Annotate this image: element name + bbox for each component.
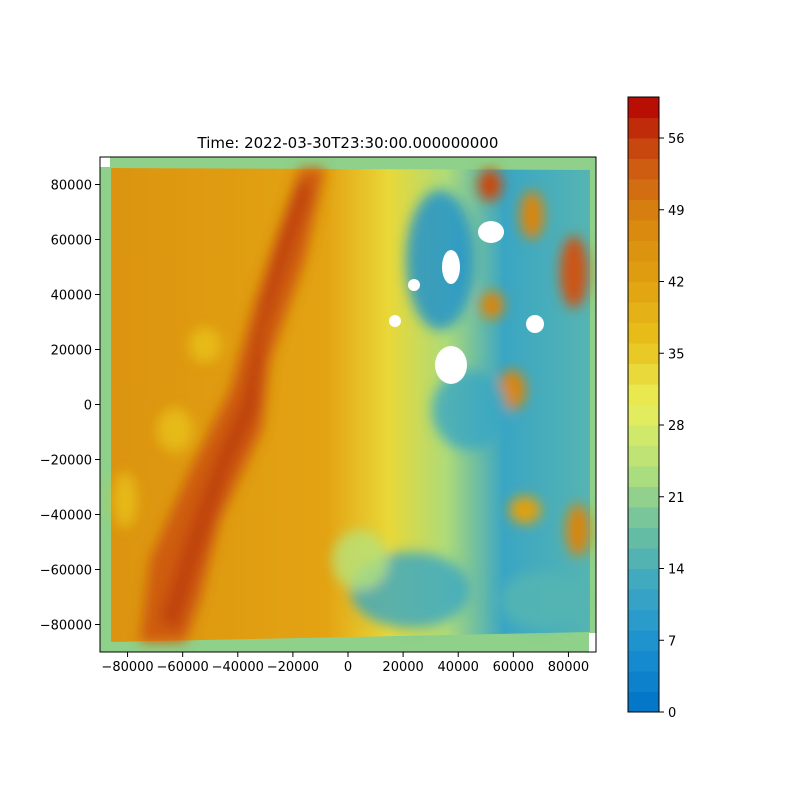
colorbar-tick-label: 28	[668, 419, 685, 434]
colorbar-band	[628, 220, 659, 241]
colorbar-band	[628, 486, 659, 508]
colorbar-band	[628, 466, 659, 487]
cell-ne-3	[560, 236, 588, 308]
colorbar-band	[628, 691, 659, 713]
x-tick-label: −20000	[267, 660, 319, 675]
y-tick-label: −60000	[40, 564, 92, 579]
y-tick-label: 20000	[51, 344, 92, 359]
cell-se-1	[509, 496, 541, 524]
y-tick-label: −40000	[40, 509, 92, 524]
colorbar-band	[628, 343, 659, 364]
missing-data	[100, 157, 596, 652]
y-tick-label: 80000	[51, 179, 92, 194]
low-zone-2	[432, 370, 508, 450]
colorbar-band	[628, 117, 659, 139]
x-tick-label: 20000	[382, 660, 423, 675]
cell-se-2	[566, 504, 590, 556]
y-tick-label: 60000	[51, 234, 92, 249]
colorbar-band	[628, 425, 659, 446]
colorbar-band	[628, 445, 659, 467]
band-west-core	[160, 180, 312, 630]
colorbar-tick-label: 7	[668, 634, 676, 649]
colorbar-band	[628, 650, 659, 672]
colorbar-band	[628, 568, 659, 590]
colorbar-band	[628, 548, 659, 569]
colorbar-band	[628, 302, 659, 323]
colorbar-band	[628, 179, 659, 200]
colorbar-band	[628, 609, 659, 631]
x-tick-label: 60000	[493, 660, 534, 675]
colorbar-band	[628, 97, 659, 118]
chart-title: Time: 2022-03-30T23:30:00.000000000	[197, 134, 499, 152]
mid-zone-1	[189, 327, 221, 363]
colorbar-band	[628, 322, 659, 344]
low-zone-1	[406, 190, 474, 330]
cell-e-1	[480, 291, 504, 319]
colorbar-tick-label: 0	[668, 706, 676, 721]
colorbar-band	[628, 404, 659, 426]
colorbar-band	[628, 630, 659, 651]
mid-zone-4	[332, 530, 388, 590]
colorbar-band	[628, 158, 659, 180]
mid-zone-3	[113, 472, 137, 528]
x-tick-label: 40000	[438, 660, 479, 675]
colorbar-band	[628, 384, 659, 405]
colorbar-band	[628, 240, 659, 262]
colorbar-tick-label: 49	[668, 204, 685, 219]
colorbar-band	[628, 671, 659, 692]
x-tick-label: 0	[344, 660, 352, 675]
colorbar-band	[628, 199, 659, 221]
heatmap-field	[100, 157, 596, 652]
colorbar-tick-label: 35	[668, 347, 685, 362]
colorbar-tick-label: 56	[668, 132, 685, 147]
colorbar-tick-label: 14	[668, 563, 685, 578]
cell-ne-1	[478, 169, 502, 201]
y-tick-label: −80000	[40, 619, 92, 634]
mid-zone-2	[157, 408, 193, 452]
y-tick-label: 40000	[51, 289, 92, 304]
colorbar-band	[628, 507, 659, 528]
x-tick-label: −40000	[212, 660, 264, 675]
colorbar-band	[628, 261, 659, 282]
low-zone-4	[500, 572, 580, 628]
colorbar-frame	[627, 96, 660, 713]
x-axis: −80000 −60000 −40000 −20000 0 20000 40000 60000…	[101, 652, 589, 675]
y-tick-label: −20000	[40, 454, 92, 469]
x-tick-label: −80000	[101, 660, 153, 675]
colorbar: 0 7 14 21 28 35 42 49 56	[627, 96, 685, 721]
y-tick-label: 0	[84, 399, 92, 414]
y-axis: −80000 −60000 −40000 −20000 0 20000 40000 60000…	[40, 179, 100, 634]
colorbar-band	[628, 589, 659, 610]
colorbar-band	[628, 138, 659, 159]
x-tick-label: 80000	[548, 660, 589, 675]
colorbar-band	[628, 527, 659, 549]
x-tick-label: −60000	[157, 660, 209, 675]
colorbar-band	[628, 281, 659, 303]
colorbar-band	[628, 363, 659, 385]
cell-ne-2	[520, 191, 544, 239]
colorbar-tick-label: 42	[668, 276, 685, 291]
colorbar-tick-label: 21	[668, 491, 685, 506]
